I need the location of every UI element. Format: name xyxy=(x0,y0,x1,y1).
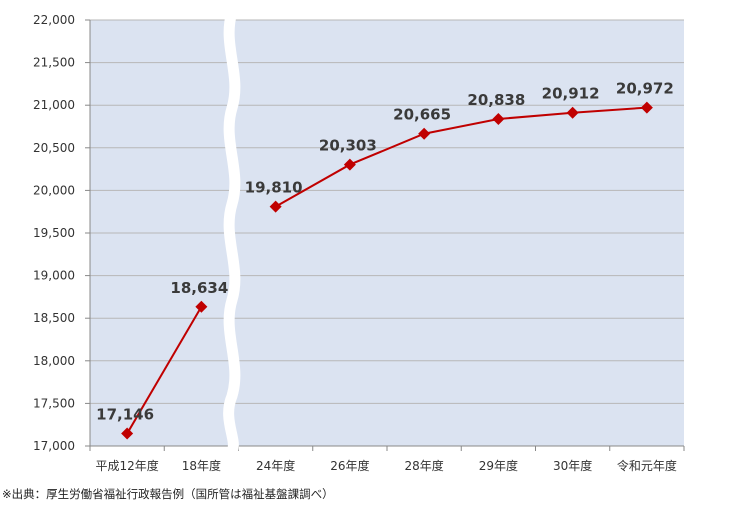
y-tick-label: 19,000 xyxy=(33,269,75,283)
data-point xyxy=(195,300,208,313)
data-point xyxy=(121,427,134,440)
y-tick-label: 21,000 xyxy=(33,98,75,112)
data-label: 20,912 xyxy=(542,85,600,103)
data-point xyxy=(492,113,505,126)
y-tick-label: 19,500 xyxy=(33,226,75,240)
data-labels: 17,146 18,634 19,810 20,303 20,665 20,838 20,9… xyxy=(96,80,674,424)
series-segment xyxy=(275,106,647,208)
y-axis: 17,000 17,500 18,000 18,500 19,000 19,500 20,0… xyxy=(33,13,91,453)
x-tick-label: 令和元年度 xyxy=(617,458,677,473)
x-tick-label: 30年度 xyxy=(553,458,592,473)
data-point xyxy=(343,158,356,171)
y-tick-label: 20,500 xyxy=(33,141,75,155)
y-tick-label: 17,500 xyxy=(33,396,75,410)
data-label: 17,146 xyxy=(96,406,154,424)
data-label: 20,972 xyxy=(616,80,674,98)
data-label: 19,810 xyxy=(245,179,303,197)
gridlines xyxy=(90,19,684,447)
data-label: 20,838 xyxy=(467,91,525,109)
series-segment xyxy=(126,306,203,435)
data-label: 20,303 xyxy=(319,137,377,155)
y-tick-label: 17,000 xyxy=(33,439,75,453)
x-axis: 平成12年度 18年度 24年度 26年度 28年度 29年度 30年度 令和元年度 xyxy=(89,445,685,473)
source-footnote: ※出典：厚生労働省福祉行政報告例（国所管は福祉基盤課調べ） xyxy=(2,487,334,501)
x-tick-label: 平成12年度 xyxy=(95,458,158,473)
y-tick-label: 18,500 xyxy=(33,311,75,325)
y-tick-label: 18,000 xyxy=(33,354,75,368)
x-tick-label: 24年度 xyxy=(256,458,295,473)
series-line xyxy=(126,106,647,435)
data-label: 18,634 xyxy=(170,279,228,297)
x-tick-label: 28年度 xyxy=(404,458,443,473)
data-label: 20,665 xyxy=(393,106,451,124)
axis-break xyxy=(223,10,241,455)
line-chart: 17,000 17,500 18,000 18,500 19,000 19,500 20,0… xyxy=(33,10,685,473)
y-tick-label: 21,500 xyxy=(33,56,75,70)
data-point xyxy=(269,200,282,213)
x-tick-label: 18年度 xyxy=(182,458,221,473)
data-point xyxy=(640,101,653,114)
y-tick-label: 22,000 xyxy=(33,13,75,27)
x-tick-label: 29年度 xyxy=(479,458,518,473)
data-point xyxy=(418,127,431,140)
data-point xyxy=(566,106,579,119)
y-tick-label: 20,000 xyxy=(33,183,75,197)
x-tick-label: 26年度 xyxy=(330,458,369,473)
data-markers xyxy=(121,101,653,440)
